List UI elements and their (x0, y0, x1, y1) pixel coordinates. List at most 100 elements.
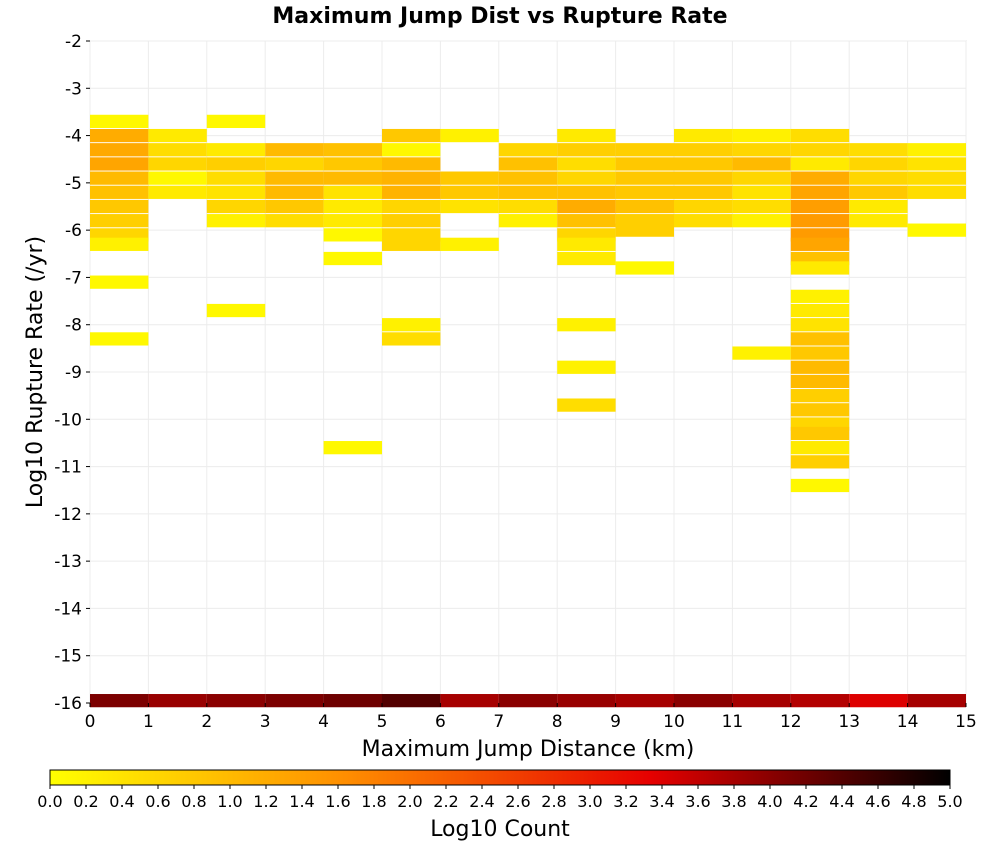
colorbar-tick-label: 0.2 (73, 792, 98, 811)
heatmap-cell (90, 114, 149, 129)
colorbar-tick-label: 0.6 (145, 792, 170, 811)
heatmap-cell (90, 275, 149, 289)
heatmap-cell (790, 199, 850, 214)
heatmap-cell (790, 289, 850, 303)
heatmap-cell (849, 157, 908, 171)
x-tick-label: 12 (780, 712, 802, 732)
heatmap-cell (615, 694, 674, 708)
heatmap-cell (323, 185, 382, 199)
x-tick-label: 0 (85, 712, 96, 732)
heatmap-cell (90, 143, 149, 157)
heatmap-cell (790, 128, 850, 143)
heatmap-cell (206, 214, 266, 228)
heatmap-cell (790, 694, 850, 708)
y-tick-label: -14 (54, 599, 82, 619)
heatmap-cell (265, 199, 324, 214)
heatmap-cell (557, 185, 616, 199)
heatmap-cell (849, 143, 908, 157)
heatmap-cell (557, 398, 616, 412)
heatmap-cell (615, 171, 674, 185)
x-tick-label: 14 (897, 712, 919, 732)
x-tick-label: 5 (377, 712, 388, 732)
y-tick-label: -9 (65, 363, 82, 383)
heatmap-cell (382, 332, 441, 346)
heatmap-cell (498, 199, 558, 214)
heatmap-cell (557, 199, 616, 214)
colorbar-tick-label: 3.6 (685, 792, 710, 811)
colorbar-tick-label: 1.0 (217, 792, 242, 811)
heatmap-cell (907, 171, 966, 185)
heatmap-cell (498, 171, 558, 185)
heatmap-cell (323, 228, 382, 242)
y-tick-label: -6 (65, 221, 82, 241)
heatmap-cell (440, 171, 499, 185)
heatmap-cell (732, 346, 791, 360)
x-tick-label: 4 (318, 712, 329, 732)
heatmap-cell (382, 157, 441, 171)
heatmap-cell (90, 128, 149, 143)
heatmap-cell (382, 199, 441, 214)
heatmap-cell (323, 171, 382, 185)
heatmap-cell (674, 157, 733, 171)
heatmap-cell (382, 143, 441, 157)
heatmap-cell (907, 223, 966, 237)
heatmap-cell (790, 157, 850, 171)
heatmap-cell (498, 694, 558, 708)
y-tick-label: -3 (65, 79, 82, 99)
y-tick-label: -8 (65, 316, 82, 336)
y-axis-ticks: -2 -3 -4 -5 -6 -7 -8 -9 -10 -11 -12 -13 -14 -15 -16 (54, 32, 90, 714)
x-tick-label: 9 (610, 712, 621, 732)
heatmap-cell (148, 185, 207, 199)
heatmap-cell (790, 441, 850, 455)
heatmap-cell (206, 143, 266, 157)
colorbar-tick-label: 0.8 (181, 792, 206, 811)
x-tick-label: 1 (143, 712, 154, 732)
heatmap-cell (440, 199, 499, 214)
heatmap-cell (732, 199, 791, 214)
heatmap-cell (732, 171, 791, 185)
colorbar-tick-label: 3.2 (613, 792, 638, 811)
colorbar-tick-label: 4.2 (793, 792, 818, 811)
heatmap-cell (674, 694, 733, 708)
colorbar-ticks: 0.0 0.2 0.4 0.6 0.8 1.0 1.2 1.4 1.6 1.8 2.0 2.2 2.4 2… (37, 785, 963, 811)
colorbar-tick-label: 2.4 (469, 792, 494, 811)
heatmap-cell (206, 185, 266, 199)
heatmap-cell (90, 214, 149, 228)
heatmap-cell (382, 694, 441, 708)
heatmap-cell (790, 185, 850, 199)
heatmap-cell (732, 128, 791, 143)
heatmap-cell (265, 214, 324, 228)
heatmap-cell (148, 157, 207, 171)
heatmap-cell (790, 261, 850, 275)
heatmap-cell (732, 185, 791, 199)
heatmap-cell (498, 143, 558, 157)
heatmap-cell (790, 214, 850, 228)
heatmap-cell (615, 261, 674, 275)
y-tick-label: -13 (54, 552, 82, 572)
heatmap-cell (557, 251, 616, 266)
heatmap-cell (732, 157, 791, 171)
heatmap-cell (323, 441, 382, 455)
heatmap-cell (849, 185, 908, 199)
heatmap-cell (265, 143, 324, 157)
x-tick-label: 13 (838, 712, 860, 732)
x-tick-label: 10 (663, 712, 685, 732)
heatmap-cell (90, 694, 149, 708)
heatmap-cell (790, 171, 850, 185)
heatmap-cell (907, 157, 966, 171)
heatmap-cell (790, 143, 850, 157)
heatmap-cell (323, 694, 382, 708)
y-axis-label: Log10 Rupture Rate (/yr) (23, 236, 48, 508)
colorbar-tick-label: 4.0 (757, 792, 782, 811)
colorbar-tick-label: 1.4 (289, 792, 314, 811)
heatmap-cell (206, 171, 266, 185)
heatmap-cell (323, 143, 382, 157)
heatmap-cell (148, 128, 207, 143)
heatmap-cell (206, 199, 266, 214)
heatmap-cell (206, 157, 266, 171)
x-tick-label: 11 (722, 712, 744, 732)
heatmap-cell (615, 143, 674, 157)
heatmap-cell (206, 694, 266, 708)
heatmap-cell (849, 199, 908, 214)
